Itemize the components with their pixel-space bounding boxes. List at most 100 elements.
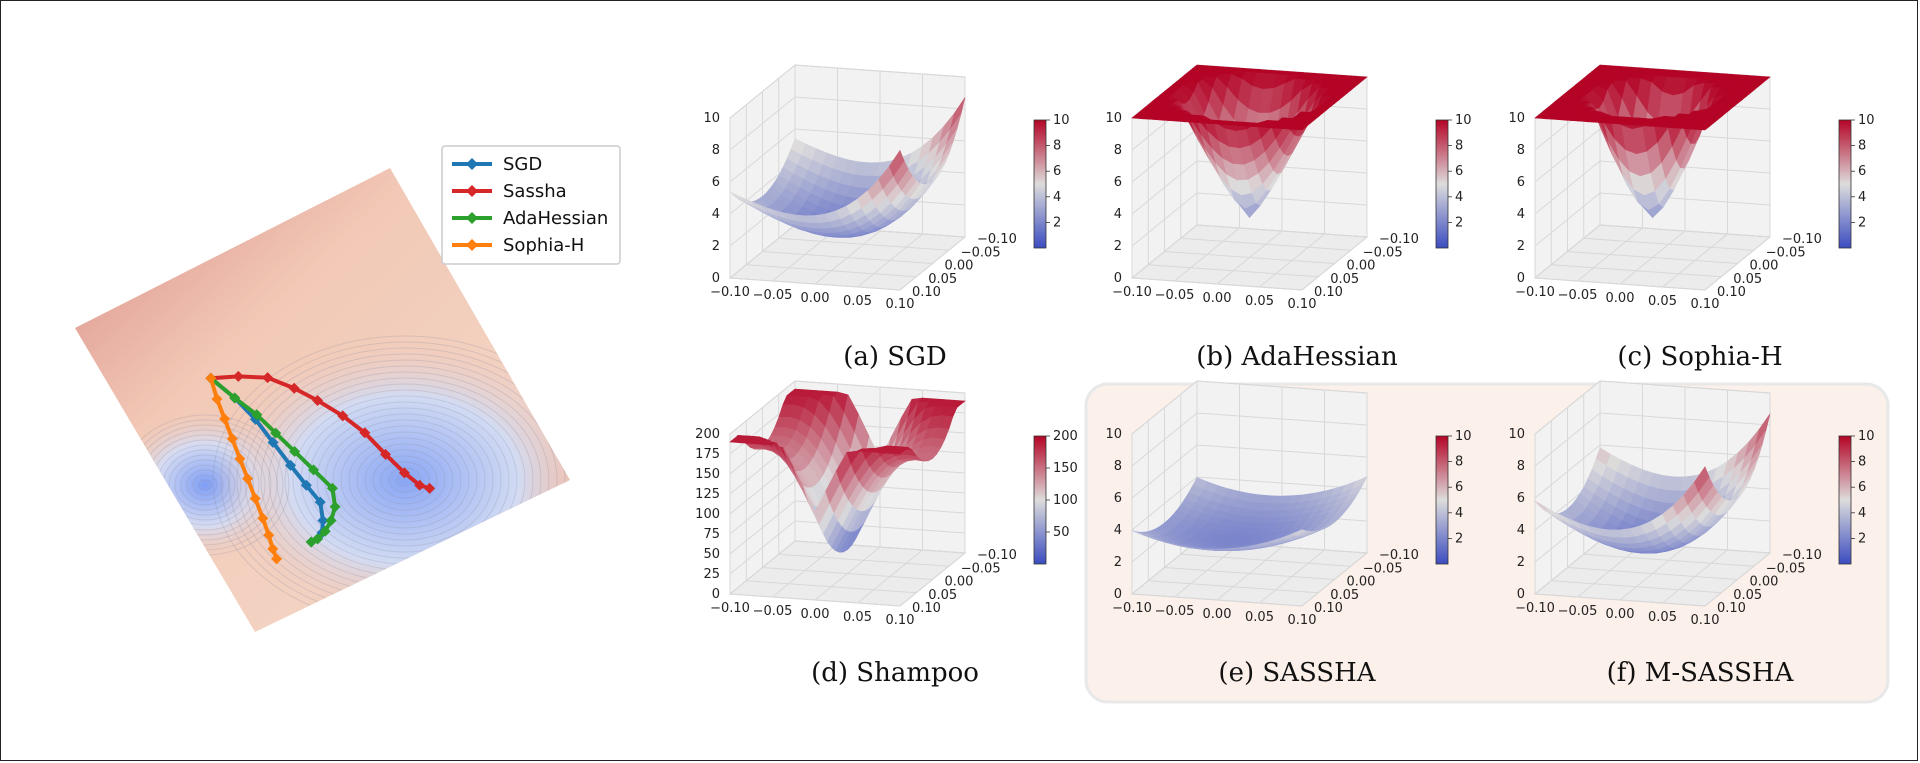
y-tick-label: 0.10 [912, 285, 941, 300]
trajectory-point [289, 445, 301, 457]
y-tick-label: −0.05 [961, 561, 1001, 576]
surface-cell [1693, 125, 1710, 131]
x-tick-label: −0.10 [710, 285, 750, 300]
trajectory-point [232, 370, 244, 382]
contour-ring [364, 449, 446, 511]
trajectory-point [234, 453, 246, 465]
z-tick-label: 4 [712, 207, 720, 222]
contour-ring [348, 437, 462, 523]
trajectory-point [285, 459, 297, 471]
y-tick-label: 0.10 [912, 601, 941, 616]
x-tick-label: 0.05 [843, 294, 872, 309]
grid-line [1131, 118, 1303, 291]
z-tick-label: 175 [695, 447, 720, 462]
grid-line [1131, 434, 1303, 607]
colorbar [1435, 435, 1449, 565]
x-tick-label: −0.10 [1515, 601, 1555, 616]
surface-cell [1694, 466, 1710, 493]
z-tick-label: 6 [1114, 175, 1122, 190]
colorbar-tick-label: 2 [1858, 531, 1866, 546]
grid-line [1180, 394, 1351, 567]
y-tick-label: 0.10 [1717, 285, 1746, 300]
z-tick-label: 125 [695, 487, 720, 502]
grid-line [1147, 104, 1319, 278]
grid-line [1147, 420, 1319, 594]
trajectory-point [249, 492, 261, 504]
trajectory-point [305, 536, 317, 548]
z-tick-label: 6 [712, 175, 720, 190]
z-tick-label: 2 [712, 239, 720, 254]
grid-line [1550, 420, 1722, 594]
z-tick-label: 75 [703, 527, 720, 542]
y-tick-label: 0.05 [1330, 272, 1359, 287]
x-tick-label: 0.05 [1245, 610, 1274, 625]
z-tick-label: 10 [1508, 427, 1525, 442]
contour-ring [192, 474, 218, 496]
trajectory-point [325, 515, 337, 527]
trajectory-point [262, 372, 274, 384]
colorbar [1838, 119, 1852, 249]
z-tick-label: 150 [695, 467, 720, 482]
x-tick-label: −0.05 [1558, 604, 1598, 619]
colorbar-tick-label: 2 [1455, 531, 1463, 546]
y-tick-label: 0.10 [1717, 601, 1746, 616]
x-tick-label: 0.10 [1288, 297, 1317, 312]
y-tick-label: −0.05 [1766, 561, 1806, 576]
x-tick-label: −0.10 [1112, 601, 1152, 616]
x-tick-label: 0.10 [886, 297, 915, 312]
colorbar-tick-label: 4 [1455, 506, 1463, 521]
colorbar-tick-label: 4 [1858, 190, 1866, 205]
contour-ring [332, 425, 478, 535]
trajectory-point [329, 501, 341, 513]
y-tick-label: −0.05 [1363, 245, 1403, 260]
colorbar [1435, 119, 1449, 249]
z-tick-label: 200 [695, 427, 720, 442]
y-tick-label: −0.05 [961, 245, 1001, 260]
colorbar [1838, 435, 1852, 565]
legend: SGD Sassha AdaHessian Sophia-H [441, 145, 621, 265]
grid-line [1567, 407, 1738, 580]
trajectory-point [257, 512, 269, 524]
grid-line [1583, 78, 1754, 251]
trajectory-point [317, 515, 329, 527]
colorbar-tick-label: 2 [1858, 215, 1866, 230]
contour-ring [198, 479, 212, 491]
y-tick-label: 0.00 [945, 259, 974, 274]
grid-line [1534, 118, 1706, 291]
panel-caption: (a) SGD [843, 342, 946, 372]
colorbar-tick-label: 4 [1053, 190, 1061, 205]
y-tick-label: −0.10 [1782, 548, 1822, 563]
panel-caption: (f) M-SASSHA [1607, 658, 1795, 688]
x-tick-label: 0.10 [1288, 613, 1317, 628]
trajectory-point [398, 467, 410, 479]
grid-line [1164, 91, 1335, 264]
z-tick-label: 8 [712, 143, 720, 158]
x-tick-label: 0.05 [843, 610, 872, 625]
colorbar-tick-label: 4 [1455, 190, 1463, 205]
x-tick-label: −0.05 [1155, 288, 1195, 303]
surface-cell [1290, 125, 1307, 131]
grid-line [1583, 394, 1754, 567]
legend-swatch-marker [466, 158, 478, 170]
legend-swatch-marker [466, 185, 478, 197]
colorbar-tick-label: 100 [1053, 493, 1078, 508]
z-tick-label: 0 [712, 271, 720, 286]
colorbar-tick-label: 6 [1455, 164, 1463, 179]
grid-line [778, 78, 949, 251]
panel-caption: (e) SASSHA [1218, 658, 1376, 688]
z-tick-label: 0 [1114, 271, 1122, 286]
trajectory-point [205, 372, 217, 384]
y-tick-label: 0.00 [945, 575, 974, 590]
colorbar-tick-label: 10 [1858, 429, 1875, 444]
x-tick-label: 0.10 [1691, 613, 1720, 628]
grid-line [1164, 407, 1335, 580]
x-tick-label: 0.00 [1606, 291, 1635, 306]
grid-line [762, 91, 933, 264]
y-tick-label: 0.05 [928, 588, 957, 603]
colorbar-tick-label: 8 [1053, 139, 1061, 154]
x-tick-label: 0.05 [1648, 610, 1677, 625]
z-tick-label: 2 [1114, 555, 1122, 570]
